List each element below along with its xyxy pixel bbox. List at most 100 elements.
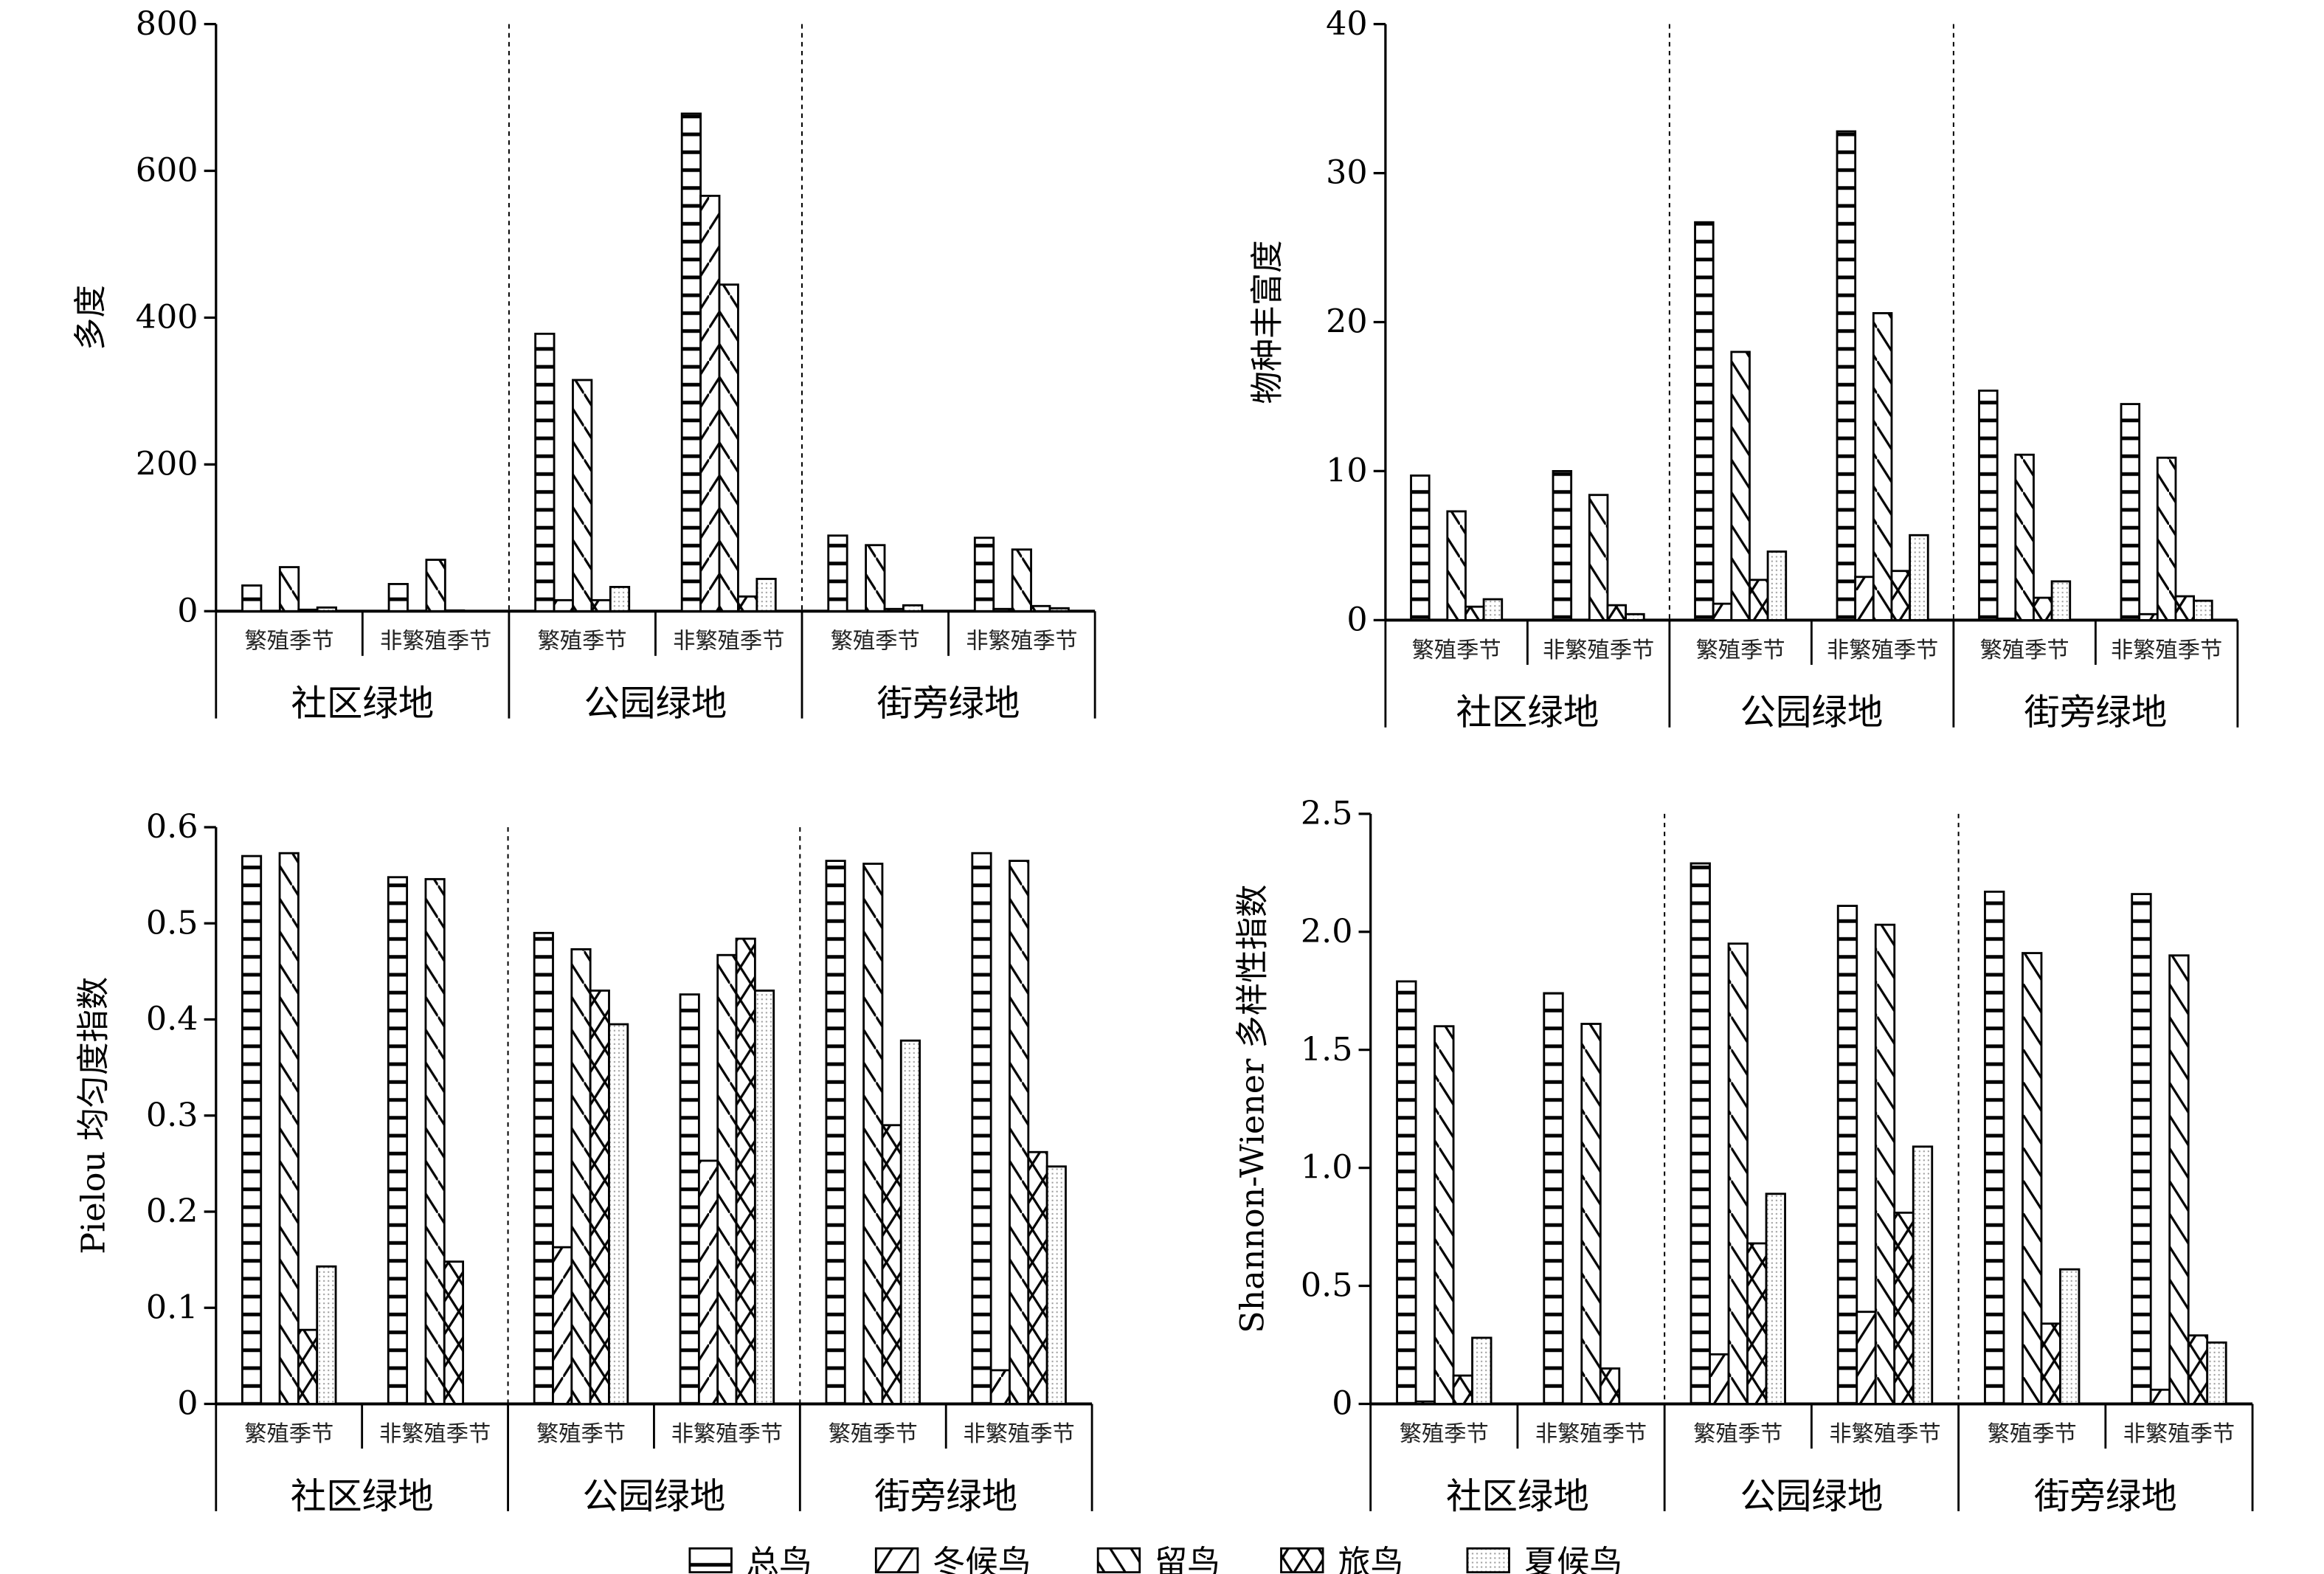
habitat-label: 街旁绿地 bbox=[2024, 692, 2167, 734]
bar bbox=[1709, 1353, 1730, 1405]
bar bbox=[1580, 1023, 1602, 1405]
season-label: 繁殖季节 bbox=[1980, 638, 2069, 663]
habitat-label: 街旁绿地 bbox=[874, 1476, 1017, 1517]
season-label: 繁殖季节 bbox=[1696, 638, 1785, 663]
legend-swatch bbox=[874, 1547, 919, 1574]
season-label: 繁殖季节 bbox=[245, 629, 334, 655]
bar bbox=[552, 1246, 573, 1405]
y-tick-label: 2.5 bbox=[1301, 795, 1353, 832]
y-tick-label: 30 bbox=[1326, 154, 1368, 192]
y-tick-label: 2.0 bbox=[1301, 913, 1353, 950]
bar bbox=[1045, 1165, 1067, 1405]
habitat-label: 公园绿地 bbox=[583, 1476, 726, 1517]
bar bbox=[1912, 1145, 1934, 1405]
bar bbox=[883, 607, 905, 612]
y-tick-label: 40 bbox=[1326, 5, 1368, 43]
bar bbox=[589, 990, 610, 1405]
season-label: 繁殖季节 bbox=[831, 629, 920, 655]
bar bbox=[1027, 1150, 1048, 1405]
legend-swatch bbox=[688, 1547, 733, 1574]
season-label: 非繁殖季节 bbox=[966, 629, 1077, 655]
bar bbox=[2033, 596, 2053, 621]
bar bbox=[1749, 579, 1769, 621]
y-tick-label: 1.0 bbox=[1301, 1149, 1353, 1187]
bar bbox=[316, 1265, 337, 1405]
season-label: 繁殖季节 bbox=[1693, 1421, 1782, 1447]
habitat-label: 街旁绿地 bbox=[2034, 1476, 2177, 1517]
bar bbox=[1856, 1311, 1877, 1405]
bar bbox=[697, 1159, 719, 1405]
bar bbox=[1434, 1025, 1455, 1405]
bar bbox=[1599, 1367, 1621, 1405]
bar bbox=[680, 112, 702, 612]
habitat-label: 社区绿地 bbox=[1446, 1476, 1589, 1517]
y-tick-label: 400 bbox=[136, 299, 198, 336]
bar bbox=[1009, 860, 1030, 1405]
bar bbox=[1712, 602, 1733, 621]
bar bbox=[1890, 570, 1912, 621]
bar bbox=[973, 536, 995, 612]
bar bbox=[2193, 599, 2213, 621]
season-label: 非繁殖季节 bbox=[1543, 638, 1654, 663]
bar bbox=[735, 937, 756, 1405]
y-tick-label: 1.5 bbox=[1301, 1031, 1353, 1069]
bar bbox=[1011, 548, 1032, 612]
bar bbox=[553, 598, 574, 612]
y-tick-label: 0.2 bbox=[146, 1192, 198, 1230]
y-tick-label: 0.5 bbox=[146, 904, 198, 942]
bar bbox=[590, 598, 612, 612]
bar bbox=[2040, 1322, 2061, 1405]
bar bbox=[443, 609, 466, 612]
habitat-label: 公园绿地 bbox=[1740, 1476, 1883, 1517]
bar bbox=[699, 194, 721, 612]
bar bbox=[424, 877, 446, 1405]
y-tick-label: 800 bbox=[136, 5, 198, 43]
y-tick-label: 0.3 bbox=[146, 1097, 198, 1134]
bar bbox=[2187, 1334, 2209, 1405]
legend-swatch bbox=[1096, 1547, 1141, 1574]
bar bbox=[679, 993, 700, 1405]
season-label: 非繁殖季节 bbox=[379, 1421, 491, 1447]
bar bbox=[278, 566, 300, 612]
habitat-label: 街旁绿地 bbox=[877, 683, 1020, 725]
bar bbox=[387, 583, 409, 612]
bar bbox=[2156, 456, 2177, 621]
y-tick-label: 200 bbox=[136, 445, 198, 483]
bar bbox=[1410, 474, 1431, 621]
bar bbox=[881, 1124, 902, 1405]
season-label: 非繁殖季节 bbox=[671, 1421, 783, 1447]
bar bbox=[241, 855, 263, 1405]
bar bbox=[1836, 905, 1858, 1405]
bar bbox=[1836, 130, 1857, 621]
bar bbox=[1471, 1336, 1493, 1405]
season-label: 非繁殖季节 bbox=[673, 629, 784, 655]
bar bbox=[753, 990, 775, 1405]
bar bbox=[718, 283, 739, 612]
bar bbox=[2174, 595, 2196, 621]
bar bbox=[989, 1369, 1011, 1405]
bar bbox=[827, 534, 848, 612]
bar bbox=[609, 585, 631, 612]
bar bbox=[1694, 221, 1715, 621]
season-label: 繁殖季节 bbox=[1400, 1421, 1489, 1447]
bar bbox=[1893, 1211, 1915, 1405]
season-label: 非繁殖季节 bbox=[963, 1421, 1074, 1447]
bar bbox=[862, 863, 884, 1405]
season-label: 繁殖季节 bbox=[1988, 1421, 2077, 1447]
bar bbox=[1690, 862, 1711, 1405]
bar bbox=[899, 1039, 921, 1405]
habitat-label: 公园绿地 bbox=[584, 683, 727, 725]
y-tick-label: 0 bbox=[1346, 601, 1367, 638]
bar bbox=[2059, 1268, 2081, 1405]
bar bbox=[992, 607, 1014, 612]
bar bbox=[865, 544, 886, 612]
season-label: 繁殖季节 bbox=[829, 1421, 918, 1447]
bar bbox=[1625, 612, 1645, 621]
legend-swatch bbox=[1466, 1547, 1510, 1574]
season-label: 非繁殖季节 bbox=[1535, 1421, 1647, 1447]
bar bbox=[1730, 351, 1751, 621]
y-tick-label: 0 bbox=[177, 592, 198, 629]
